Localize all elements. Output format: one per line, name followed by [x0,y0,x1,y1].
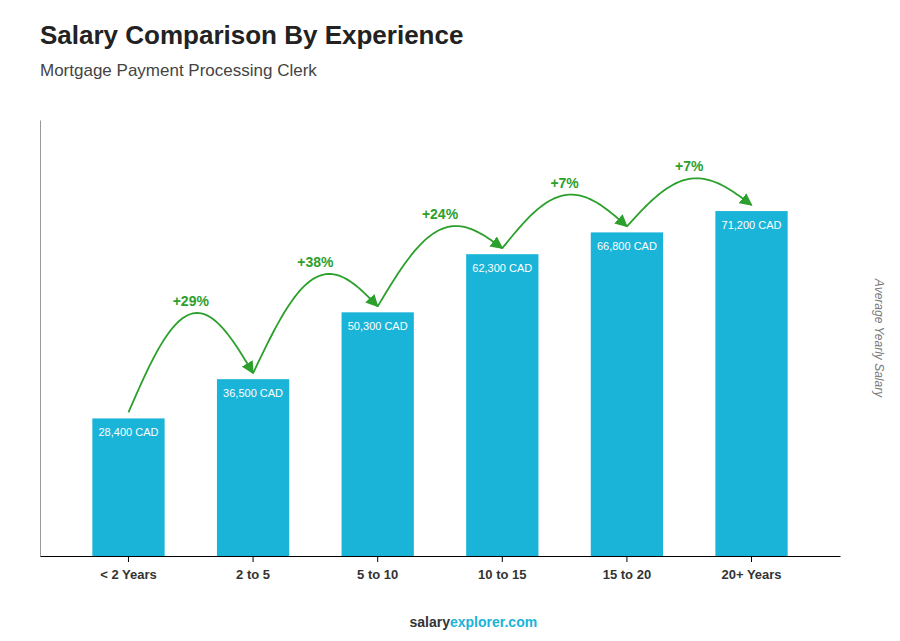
growth-arrow [378,226,503,306]
growth-arrow [253,274,378,373]
bar [466,254,538,556]
x-tick: 15 to 20 [603,556,651,582]
x-tick-label: 10 to 15 [478,567,526,582]
data-labels: 28,400 CAD 36,500 CAD 50,300 CAD 62,300 CAD… [99,219,782,438]
bar [715,211,787,556]
data-label: 36,500 CAD [223,387,283,399]
data-label: 66,800 CAD [597,240,657,252]
bar [342,312,414,556]
data-label: 62,300 CAD [472,262,532,274]
x-tick: < 2 Years [100,556,157,582]
growth-arrow [128,313,253,412]
bar [217,379,289,556]
bar [591,232,663,556]
x-tick: 5 to 10 [357,556,398,582]
x-tick-mark [626,556,627,562]
x-tick-mark [253,556,254,562]
growth-arrow [627,178,752,226]
y-axis-title: Average Yearly Salary [872,278,886,398]
x-tick: 20+ Years [721,556,781,582]
annotation: +38% [297,254,334,270]
annotations: +29% +38% +24% +7% +7% [128,158,751,412]
x-tick: 10 to 15 [478,556,526,582]
subtitle: Mortgage Payment Processing Clerk [40,61,317,80]
x-tick-label: 20+ Years [721,567,781,582]
y-axis [40,121,41,557]
y-axis-line [40,121,41,557]
x-tick-mark [502,556,503,562]
bars [92,211,787,556]
data-label: 71,200 CAD [722,219,782,231]
annotation: +24% [422,206,459,222]
x-tick-mark [128,556,129,562]
title: Salary Comparison By Experience [40,20,463,50]
chart: Salary Comparison By Experience Mortgage … [0,0,900,641]
x-tick: 2 to 5 [236,556,270,582]
data-label: 50,300 CAD [348,320,408,332]
growth-arrow [502,195,627,249]
annotation: +7% [675,158,704,174]
x-tick-label: 5 to 10 [357,567,398,582]
x-tick-mark [377,556,378,562]
footer: explorer.com [450,614,537,630]
footer: salary [410,614,451,630]
annotation: +29% [173,293,210,309]
annotation: +7% [550,175,579,191]
x-axis-line [41,556,841,557]
x-tick-label: 15 to 20 [603,567,651,582]
x-tick-label: 2 to 5 [236,567,270,582]
plot: < 2 Years 2 to 5 5 to 10 10 to 15 15 to 20 20… [41,121,841,583]
bar [92,418,164,556]
x-tick-label: < 2 Years [100,567,157,582]
x-tick-mark [751,556,752,562]
data-label: 28,400 CAD [99,426,159,438]
x-axis: < 2 Years 2 to 5 5 to 10 10 to 15 15 to 20 20… [41,556,841,582]
